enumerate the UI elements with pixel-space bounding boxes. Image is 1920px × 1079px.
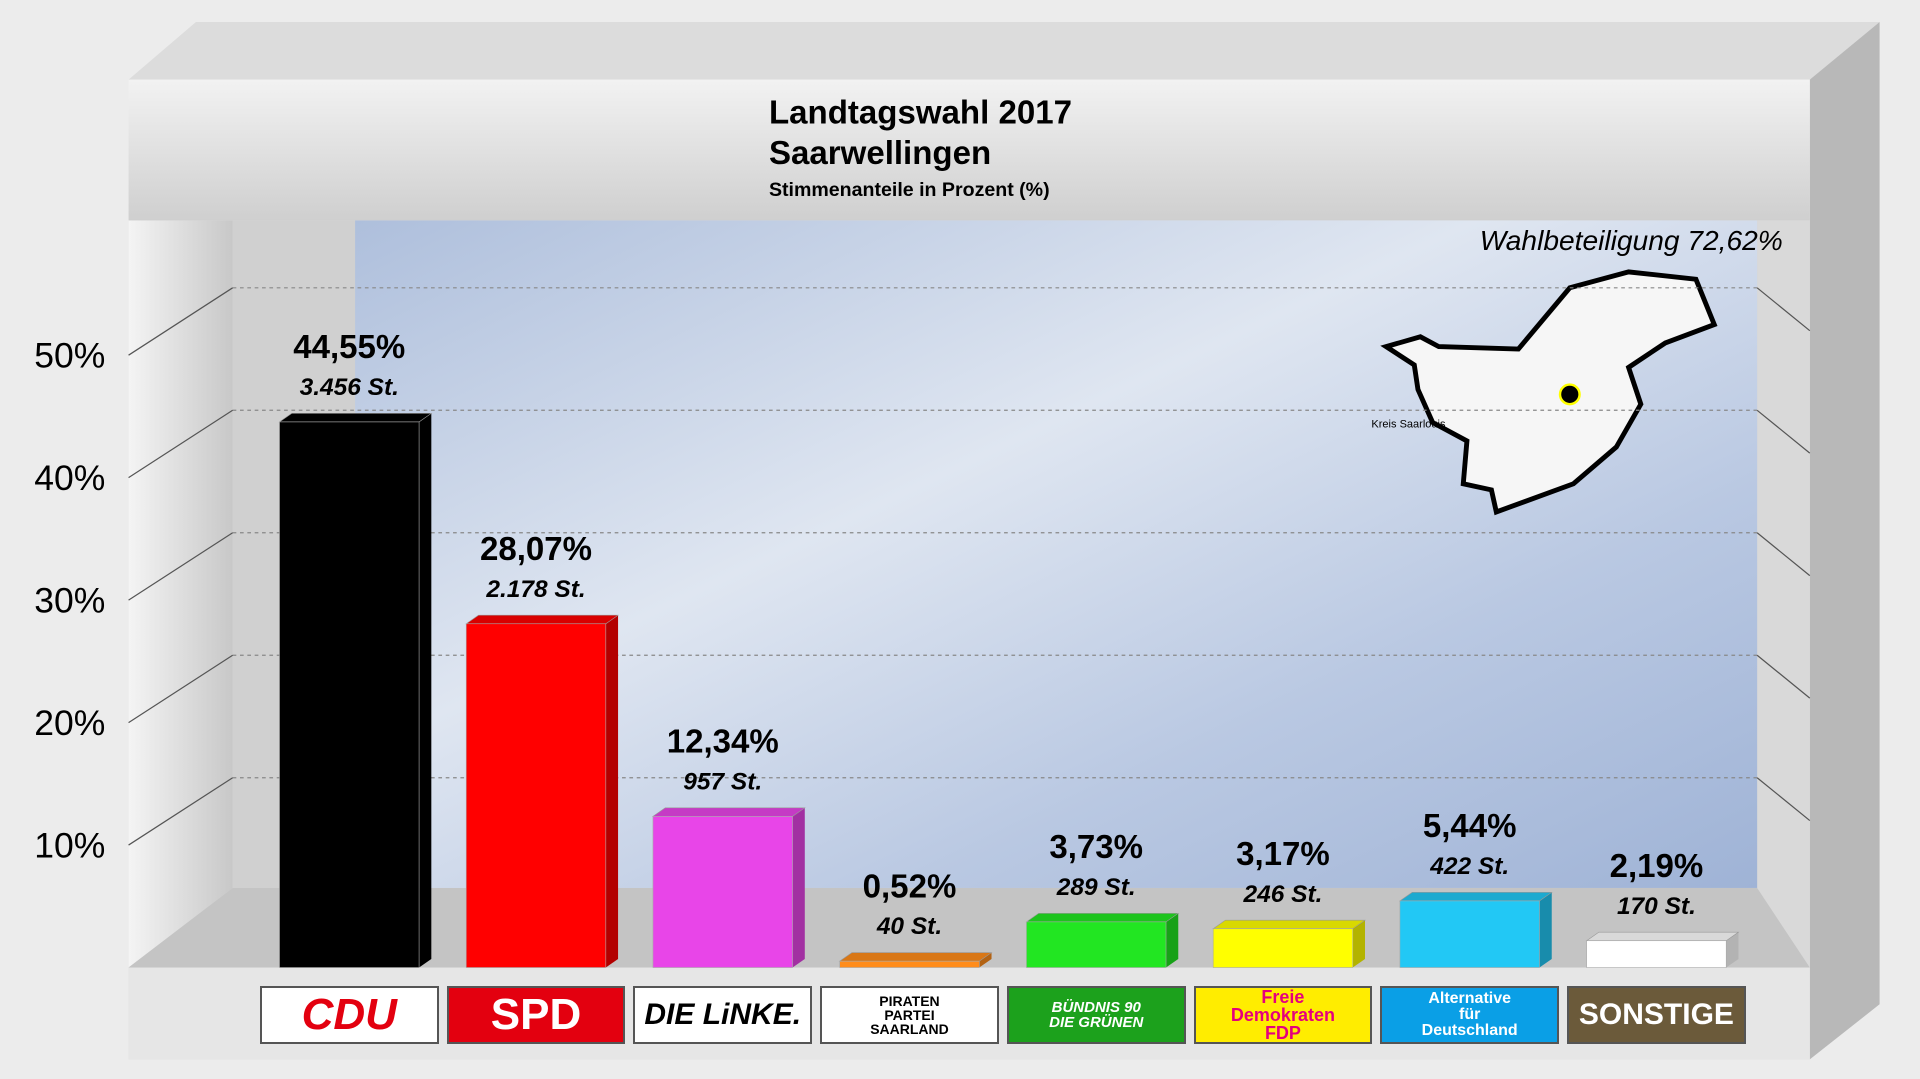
vote-label: 40 St. (876, 913, 942, 940)
bar (465, 623, 607, 968)
category-logo: DIE LiNKE. (633, 985, 813, 1045)
bar (652, 816, 793, 968)
y-axis-label: Stimmenanteile in Prozent (%) (769, 179, 1050, 201)
grid-line-side (1756, 287, 1811, 332)
grid-line-side (1756, 532, 1811, 577)
y-tick-label: 50% (34, 335, 105, 375)
vote-label: 3.456 St. (300, 374, 399, 401)
value-label: 0,52% (863, 868, 957, 905)
grid-line-side (1756, 409, 1811, 454)
bar (1586, 940, 1727, 968)
grid-line-wall (128, 777, 233, 846)
bar-side (1166, 913, 1179, 968)
bar-top (1025, 912, 1180, 923)
value-label: 3,17% (1236, 836, 1330, 873)
vote-label: 957 St. (683, 768, 762, 795)
category-logo: CDU (259, 985, 439, 1045)
bar-top (1398, 892, 1553, 902)
grid-line-wall (128, 409, 233, 479)
map-outline (1380, 269, 1718, 516)
vote-label: 2.178 St. (485, 576, 585, 603)
value-label: 44,55% (293, 329, 405, 366)
grid-line-wall (128, 654, 233, 724)
bar-side (605, 615, 619, 968)
annotation: Wahlbeteiligung 72,62% (1480, 225, 1783, 256)
frame-side (1809, 22, 1880, 1060)
bar (1212, 928, 1354, 968)
chart-title: Landtagswahl 2017 (769, 95, 1072, 132)
vote-label: 422 St. (1429, 853, 1509, 880)
grid-line-wall (128, 532, 233, 601)
bar (1399, 900, 1540, 968)
value-label: 12,34% (667, 724, 779, 761)
vote-label: 246 St. (1242, 881, 1322, 908)
map-label: Kreis Saarlouis (1371, 418, 1446, 430)
bar-top (1585, 931, 1740, 942)
category-logo: BÜNDNIS 90 DIE GRÜNEN (1006, 985, 1186, 1045)
bar-side (419, 413, 432, 968)
value-label: 3,73% (1049, 829, 1143, 866)
title-panel (128, 79, 1810, 221)
chart-subtitle: Saarwellingen (769, 135, 991, 172)
bar-side (792, 807, 805, 968)
bar-side (1726, 932, 1739, 968)
bar (279, 421, 420, 968)
category-logo: Alternative für Deutschland (1380, 985, 1560, 1045)
y-tick-label: 10% (34, 825, 105, 865)
frame-top (128, 22, 1880, 80)
value-label: 2,19% (1610, 848, 1704, 885)
bar-side (979, 952, 992, 968)
bar-side (1539, 892, 1552, 968)
category-logo: PIRATEN PARTEI SAARLAND (820, 985, 999, 1045)
bar-top (1212, 919, 1366, 930)
bar (839, 960, 980, 968)
vote-label: 289 St. (1056, 874, 1136, 901)
category-logo: SONSTIGE (1567, 985, 1746, 1045)
y-tick-label: 30% (34, 580, 105, 620)
grid-line-side (1756, 777, 1811, 822)
grid-line-wall (128, 287, 233, 356)
bar-top (465, 614, 620, 625)
grid-line-side (1756, 654, 1811, 699)
vote-label: 170 St. (1617, 893, 1696, 920)
y-tick-label: 40% (34, 458, 105, 498)
bar (1026, 921, 1167, 968)
bar-top (651, 807, 806, 817)
bar-top (278, 413, 433, 423)
bar-side (1352, 920, 1365, 968)
value-label: 28,07% (480, 531, 592, 568)
category-logo: SPD (446, 985, 626, 1045)
map-marker (1558, 383, 1581, 406)
left-wall (128, 220, 233, 968)
category-logo: Freie Demokraten FDP (1193, 985, 1373, 1045)
bar-top (838, 952, 993, 962)
value-label: 5,44% (1423, 808, 1517, 845)
y-tick-label: 20% (34, 703, 105, 743)
